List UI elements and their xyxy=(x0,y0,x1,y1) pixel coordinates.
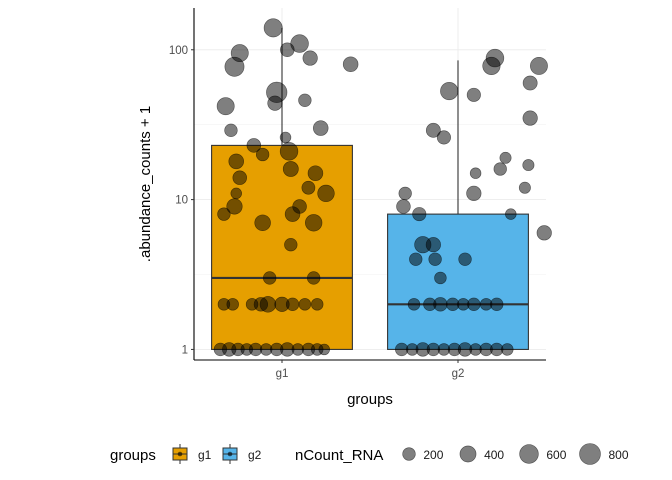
data-point xyxy=(436,130,451,145)
data-point xyxy=(216,97,235,116)
data-point xyxy=(285,297,300,311)
data-point xyxy=(284,206,301,222)
data-point xyxy=(490,297,504,311)
data-point xyxy=(307,271,321,285)
legend-key-point xyxy=(227,451,233,457)
data-point xyxy=(458,252,472,266)
y-axis-title: .abundance_counts + 1 xyxy=(137,106,154,262)
legend-key-point xyxy=(177,451,183,457)
legend-size-label: 200 xyxy=(423,448,443,462)
data-point xyxy=(226,298,239,311)
data-point xyxy=(254,214,271,232)
data-point xyxy=(433,297,448,312)
data-point xyxy=(412,207,427,222)
data-point xyxy=(493,162,507,176)
x-tick-label: g1 xyxy=(276,368,289,380)
data-point xyxy=(425,237,441,253)
x-tick-label: g2 xyxy=(452,368,465,380)
data-point xyxy=(505,208,517,220)
axes xyxy=(193,8,546,361)
data-point xyxy=(522,75,538,91)
box-g2 xyxy=(387,213,529,350)
data-point xyxy=(536,225,552,241)
data-point xyxy=(434,271,447,285)
legend-size-label: 800 xyxy=(609,448,629,462)
legend-size-circle xyxy=(579,443,601,465)
legend-groups-title: groups xyxy=(110,447,156,464)
data-point xyxy=(280,42,295,57)
data-point xyxy=(469,167,482,179)
data-point xyxy=(317,184,335,203)
legend-size-circle xyxy=(519,444,539,464)
y-tick-label: 100 xyxy=(169,45,188,57)
box-layer xyxy=(211,27,529,350)
data-point xyxy=(428,252,442,266)
data-point xyxy=(467,297,481,311)
data-point xyxy=(224,56,245,77)
data-point xyxy=(466,185,482,201)
box-g1 xyxy=(211,144,353,350)
data-point xyxy=(226,198,243,215)
data-point xyxy=(267,95,283,111)
data-point xyxy=(396,199,411,214)
data-point xyxy=(232,170,247,185)
data-point xyxy=(307,165,324,181)
data-point xyxy=(425,122,441,138)
data-point xyxy=(284,238,298,252)
data-point xyxy=(302,50,318,66)
data-point xyxy=(255,147,270,162)
data-point xyxy=(298,298,312,311)
legend-size-label: 600 xyxy=(546,448,566,462)
jitter-points xyxy=(213,18,552,357)
ticks: 1 10 100 g1 g2 xyxy=(169,45,465,380)
data-point xyxy=(409,252,423,266)
legend-group-label: g2 xyxy=(248,448,262,462)
data-point xyxy=(499,151,512,164)
data-point xyxy=(342,56,359,73)
data-point xyxy=(279,142,299,161)
data-point xyxy=(259,296,277,313)
data-point xyxy=(530,57,548,75)
legend-size-title: nCount_RNA xyxy=(295,447,383,464)
data-point xyxy=(305,214,323,232)
data-point xyxy=(318,343,330,356)
legend-size-circle xyxy=(402,447,416,461)
legend-group-label: g1 xyxy=(198,448,212,462)
data-point xyxy=(398,186,412,201)
data-point xyxy=(501,343,514,356)
data-point xyxy=(217,207,231,221)
data-point xyxy=(407,298,421,311)
data-point xyxy=(282,161,299,177)
data-point xyxy=(518,181,531,194)
x-axis-title: groups xyxy=(347,391,393,408)
data-point xyxy=(466,87,481,102)
data-point xyxy=(230,187,242,200)
data-point xyxy=(246,138,262,153)
data-point xyxy=(301,180,316,195)
y-tick-label: 10 xyxy=(175,195,188,207)
data-point xyxy=(522,110,538,126)
data-point xyxy=(228,153,244,170)
data-point xyxy=(482,56,501,75)
data-point xyxy=(440,82,459,101)
data-point xyxy=(298,93,312,107)
y-tick-label: 1 xyxy=(182,344,188,356)
data-point xyxy=(263,18,283,38)
data-point xyxy=(522,159,535,172)
data-point xyxy=(310,298,324,311)
data-point xyxy=(263,271,277,285)
data-point xyxy=(224,123,238,137)
legend: groups nCount_RNA g1 g2 200 400 600 800 xyxy=(110,443,629,465)
legend-size-label: 400 xyxy=(484,448,504,462)
legend-size-circle xyxy=(459,445,477,463)
data-point xyxy=(279,131,292,144)
data-point xyxy=(312,120,329,136)
